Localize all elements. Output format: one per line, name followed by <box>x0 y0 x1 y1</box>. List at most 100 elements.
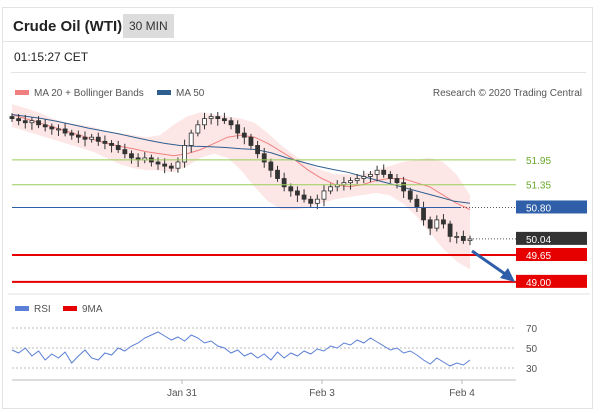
candle-body <box>454 235 460 238</box>
level-support: 49.65 <box>12 248 587 262</box>
candle <box>62 123 68 137</box>
level-last: 50.04 <box>470 231 587 246</box>
candle-body <box>129 153 134 159</box>
rsi-tick-label: 70 <box>526 324 538 335</box>
candle-body <box>195 124 201 134</box>
candle-body <box>95 136 101 142</box>
timestamp: 01:15:27 CET <box>14 50 89 64</box>
candle <box>361 170 367 184</box>
candle-body <box>202 118 207 126</box>
candle <box>460 230 466 244</box>
candle-body <box>241 132 247 138</box>
candle-body <box>56 128 61 131</box>
candle-body <box>75 134 81 138</box>
candle-body <box>235 124 241 134</box>
candle <box>381 164 387 178</box>
candle <box>215 111 221 126</box>
candle <box>36 116 41 129</box>
candle-body <box>208 116 214 119</box>
candle-body <box>69 132 75 136</box>
candle-body <box>222 118 227 122</box>
candle <box>82 131 88 147</box>
candle-body <box>295 190 300 196</box>
ma9-legend-label: 9MA <box>82 304 103 315</box>
ma20-legend-label: MA 20 + Bollinger Bands <box>34 88 144 99</box>
candle <box>427 216 433 236</box>
candle-body <box>188 132 194 146</box>
candle <box>434 215 440 232</box>
candle-body <box>109 142 114 146</box>
candle <box>308 195 314 208</box>
candle-body <box>407 190 413 200</box>
candle-body <box>288 186 294 192</box>
ma20-legend-swatch <box>15 90 29 95</box>
chart-widget: Crude Oil (WTI) 30 MIN 01:15:27 CET <box>2 7 593 409</box>
rsi-legend-swatch <box>15 306 29 311</box>
candle-body <box>115 145 121 150</box>
candle-body <box>368 173 373 177</box>
arrow-shaft <box>471 249 509 278</box>
levels: 51.95 51.35 50.80 50.04 49.65 49.00 <box>12 156 587 289</box>
candle <box>394 173 400 189</box>
level-resistance: 51.95 <box>12 156 551 167</box>
candle-body <box>374 169 380 175</box>
candle <box>401 176 407 198</box>
candle-body <box>89 136 95 140</box>
instrument-title: Crude Oil (WTI) <box>13 18 123 35</box>
candle <box>16 114 22 126</box>
rsi-legend-label: RSI <box>34 304 51 315</box>
rsi-legend: RSI 9MA <box>15 304 103 315</box>
candle-body <box>361 176 367 179</box>
price-legend: MA 20 + Bollinger Bands MA 50 Research ©… <box>15 88 582 99</box>
candle <box>235 120 241 139</box>
candle-body <box>281 178 287 188</box>
candle <box>115 140 121 153</box>
candle <box>255 140 260 159</box>
candle-body <box>228 120 234 126</box>
candle <box>248 133 254 149</box>
candle-body <box>42 124 48 128</box>
candle-body <box>175 161 181 169</box>
level-label: 49.65 <box>526 251 551 262</box>
candle <box>95 132 101 146</box>
candle <box>288 183 294 197</box>
candle-body <box>301 194 307 200</box>
candle <box>295 186 300 203</box>
candle <box>9 113 15 122</box>
candle-body <box>447 223 453 237</box>
candle <box>314 194 320 210</box>
bollinger-band <box>12 104 470 270</box>
candle-body <box>434 219 440 229</box>
candle <box>122 143 128 159</box>
candle <box>354 173 360 184</box>
candle <box>195 120 201 137</box>
candle-body <box>394 178 400 184</box>
x-tick-label: Feb 4 <box>449 388 475 399</box>
candle <box>168 162 174 172</box>
candle <box>129 150 134 164</box>
candle-body <box>441 219 446 225</box>
candle <box>162 158 168 174</box>
candle-body <box>102 140 108 144</box>
candle-body <box>354 178 360 182</box>
candle-body <box>387 173 393 179</box>
candle-body <box>421 207 426 221</box>
candle-body <box>460 235 466 241</box>
candle-body <box>401 182 407 192</box>
level-resistance: 51.35 <box>12 181 551 192</box>
level-tag <box>516 274 587 288</box>
x-tick-label: Jan 31 <box>167 388 197 399</box>
candle <box>328 183 334 195</box>
trend-arrow <box>471 249 515 282</box>
candle-body <box>215 116 221 119</box>
interval-badge[interactable]: 30 MIN <box>123 14 174 38</box>
candle <box>407 187 413 203</box>
candle <box>374 165 380 182</box>
candle <box>241 127 247 145</box>
candle <box>228 117 234 130</box>
ma20-line <box>11 114 471 210</box>
x-axis: Jan 31 Feb 3 Feb 4 <box>12 379 516 399</box>
candle-body <box>427 219 433 229</box>
credit-text: Research © 2020 Trading Central <box>433 88 582 99</box>
